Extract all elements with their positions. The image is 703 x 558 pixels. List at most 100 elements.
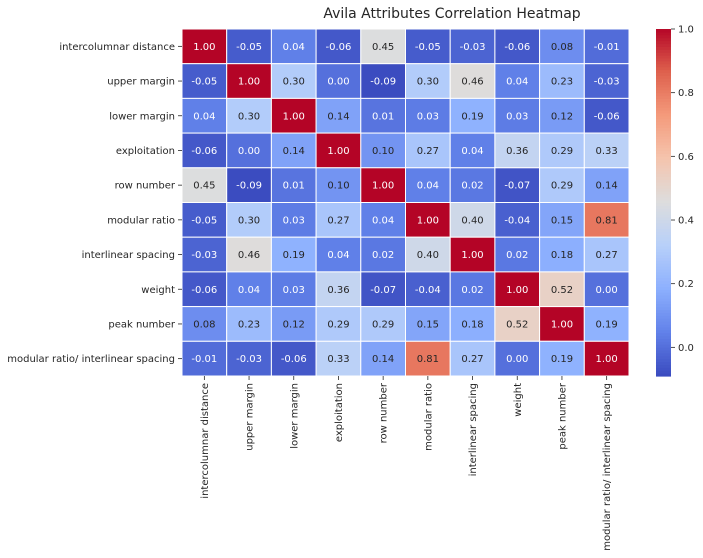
colorbar-segment <box>656 107 671 111</box>
colorbar-segment <box>656 306 671 311</box>
cell-value-label: 1.00 <box>372 181 394 192</box>
cell-value-label: 0.19 <box>283 250 305 261</box>
colorbar-segment <box>656 274 671 279</box>
heatmap-cell <box>583 28 630 65</box>
cell-value-label: 0.08 <box>193 319 215 330</box>
colorbar-segment <box>656 300 671 305</box>
colorbar-segment <box>656 124 671 128</box>
cell-value-label: 0.04 <box>372 215 394 226</box>
cell-value-label: 1.00 <box>551 319 573 330</box>
cell-value-label: -0.03 <box>594 77 620 88</box>
heatmap-cell <box>360 271 406 308</box>
heatmap-cell <box>449 340 496 377</box>
cell-value-label: 1.00 <box>193 42 215 53</box>
colorbar-segment <box>656 338 671 342</box>
cell-value-label: 0.12 <box>283 319 305 330</box>
cell-value-label: 0.00 <box>596 285 618 296</box>
colorbar-segment <box>656 104 671 108</box>
cell-value-label: -0.05 <box>415 42 441 53</box>
cell-value-label: 1.00 <box>506 285 528 296</box>
cell-value-label: 0.15 <box>417 319 439 330</box>
cell-value-label: 0.46 <box>461 77 483 88</box>
heatmap-cell <box>494 306 541 342</box>
colorbar-segment <box>656 266 671 270</box>
heatmap-cell <box>449 236 496 273</box>
cell-value-label: 0.27 <box>417 146 439 157</box>
colorbar-segment <box>656 269 671 273</box>
cell-value-label: 0.14 <box>596 181 618 192</box>
cell-value-label: 0.40 <box>417 250 439 261</box>
heatmap-cell-labels: 1.00 -0.05 0.04 -0.06 0.45 -0.05 -0.03 -0.06 0.0… <box>191 42 619 365</box>
cell-value-label: 0.03 <box>417 111 439 122</box>
colorbar-segment <box>656 72 671 76</box>
heatmap-cell <box>405 236 451 273</box>
y-tick-label: upper margin <box>107 77 175 88</box>
cell-value-label: 1.00 <box>327 146 349 157</box>
cell-value-label: 0.04 <box>238 285 260 296</box>
colorbar-segment <box>656 202 671 206</box>
cell-value-label: 0.02 <box>506 250 528 261</box>
cell-value-label: -0.07 <box>370 285 396 296</box>
heatmap-cell <box>270 97 317 134</box>
colorbar-segment <box>656 370 671 374</box>
heatmap-cell <box>539 63 585 99</box>
cell-value-label: 0.19 <box>551 354 573 365</box>
colorbar-segment <box>656 216 671 221</box>
colorbar-segment <box>656 318 671 322</box>
cell-value-label: 0.18 <box>551 250 573 261</box>
heatmap-cell <box>360 306 406 342</box>
heatmap-cell <box>405 340 451 377</box>
colorbar-segment <box>656 355 671 360</box>
colorbar-segment <box>656 242 671 247</box>
cell-value-label: 0.33 <box>327 354 349 365</box>
heatmap-cell <box>494 167 541 204</box>
y-tick-label: interlinear spacing <box>82 250 175 261</box>
heatmap-cell <box>583 132 630 169</box>
heatmap-cell <box>539 202 585 238</box>
y-tick-label: intercolumnar distance <box>59 42 175 53</box>
cell-value-label: 0.14 <box>283 146 305 157</box>
heatmap-cell <box>583 271 630 308</box>
cell-value-label: -0.05 <box>236 42 262 53</box>
colorbar-segment <box>656 153 671 157</box>
colorbar-segment <box>656 286 671 290</box>
colorbar-segment <box>656 29 671 33</box>
cell-value-label: 0.10 <box>372 146 394 157</box>
colorbar-segment <box>656 109 671 114</box>
cell-value-label: 0.40 <box>461 215 483 226</box>
heatmap-cell <box>315 271 362 308</box>
colorbar-segment <box>656 127 671 131</box>
x-tick-label: intercolumnar distance <box>200 383 211 499</box>
colorbar-segment <box>656 245 671 250</box>
cell-value-label: -0.06 <box>326 42 352 53</box>
colorbar-segment <box>656 130 671 134</box>
heatmap-cell <box>583 167 630 204</box>
cell-value-label: 0.46 <box>238 250 260 261</box>
colorbar-segment <box>656 309 671 313</box>
cell-value-label: 1.00 <box>238 77 260 88</box>
colorbar-segment <box>656 364 671 368</box>
heatmap-cell <box>539 340 585 377</box>
colorbar-segment <box>656 373 671 377</box>
cell-value-label: 0.23 <box>238 319 260 330</box>
chart-title: Avila Attributes Correlation Heatmap <box>323 6 580 22</box>
colorbar-segment <box>656 347 671 351</box>
colorbar-segment <box>656 349 671 354</box>
heatmap-cell <box>270 271 317 308</box>
heatmap-cell <box>494 63 541 99</box>
heatmap-cell <box>539 271 585 308</box>
heatmap-cell <box>583 63 630 99</box>
heatmap-cell <box>449 167 496 204</box>
colorbar-segment <box>656 164 671 169</box>
cell-value-label: 0.29 <box>551 181 573 192</box>
colorbar-segment <box>656 81 671 85</box>
heatmap-cell <box>405 271 451 308</box>
colorbar-segment <box>656 138 671 143</box>
heatmap-cell <box>539 306 585 342</box>
heatmap-cell <box>449 132 496 169</box>
colorbar-segment <box>656 115 671 120</box>
colorbar-segment <box>656 75 671 79</box>
cell-value-label: 0.29 <box>327 319 349 330</box>
heatmap-cell <box>360 167 406 204</box>
heatmap-cell <box>315 202 362 238</box>
